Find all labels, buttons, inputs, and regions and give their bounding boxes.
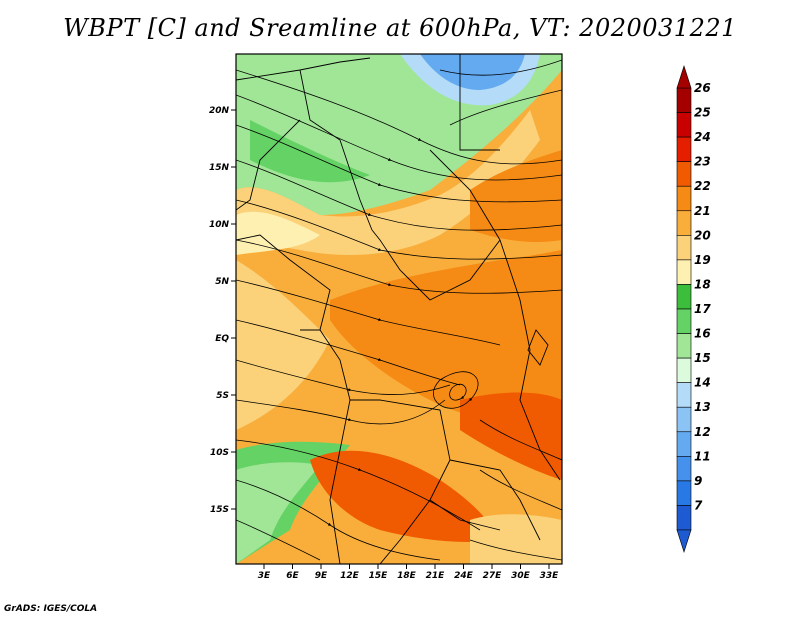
- lon-tick-label: 12E: [340, 571, 360, 581]
- colorbar-label: 23: [694, 155, 711, 169]
- lon-tick-label: 33E: [540, 571, 560, 581]
- colorbar-segment: [676, 210, 692, 236]
- lon-tick-label: 9E: [315, 571, 328, 581]
- colorbar-label: 24: [694, 130, 711, 144]
- lon-tick-label: 24E: [454, 571, 474, 581]
- lat-tick-label: 20N: [209, 106, 230, 116]
- colorbar: 26 25 24 23 22 21 20 19 18 17 16 15 14 13 12 11 9 7: [676, 65, 711, 553]
- colorbar-label: 19: [694, 253, 711, 267]
- longitude-axis: 3E 6E 9E 12E 15E 18E 21E 24E 27E 30E 33E: [258, 564, 559, 581]
- lat-tick-label: 10N: [209, 220, 230, 230]
- lon-tick-label: 15E: [369, 571, 389, 581]
- lat-tick-label: 15S: [210, 505, 229, 515]
- colorbar-segment: [676, 112, 692, 138]
- colorbar-segment: [676, 357, 692, 383]
- lat-tick-label: 5S: [216, 391, 229, 401]
- colorbar-segment: [676, 431, 692, 457]
- colorbar-max-arrow: [676, 65, 692, 89]
- lon-tick-label: 21E: [426, 571, 446, 581]
- colorbar-segment: [676, 284, 692, 310]
- lat-tick-label: 15N: [209, 163, 230, 173]
- wbpt-field: [236, 54, 562, 564]
- colorbar-label: 11: [694, 449, 711, 463]
- chart-title: WBPT [C] and Sreamline at 600hPa, VT: 20…: [63, 14, 737, 42]
- colorbar-segment: [676, 308, 692, 334]
- lat-tick-label: 10S: [210, 448, 229, 458]
- colorbar-label: 14: [694, 376, 711, 390]
- lon-tick-label: 6E: [286, 571, 299, 581]
- colorbar-segment: [676, 185, 692, 212]
- colorbar-min-arrow: [676, 529, 692, 553]
- colorbar-label: 9: [694, 474, 702, 488]
- colorbar-segment: [676, 136, 692, 162]
- colorbar-label: 26: [694, 81, 711, 95]
- lon-tick-label: 3E: [258, 571, 271, 581]
- footer-credit: GrADS: IGES/COLA: [4, 604, 98, 614]
- lat-tick-label: 5N: [215, 277, 229, 287]
- lon-tick-label: 27E: [483, 571, 503, 581]
- colorbar-segment: [676, 161, 692, 187]
- colorbar-segment: [676, 235, 692, 261]
- colorbar-segment: [676, 456, 692, 482]
- colorbar-label: 25: [694, 106, 711, 120]
- colorbar-segment: [676, 259, 692, 285]
- colorbar-segment: [676, 87, 692, 113]
- colorbar-label: 21: [694, 204, 711, 218]
- colorbar-segment: [676, 333, 692, 359]
- colorbar-label: 13: [694, 400, 711, 414]
- lon-tick-label: 30E: [511, 571, 531, 581]
- colorbar-segment: [676, 505, 692, 531]
- map-frame: [235, 53, 563, 565]
- colorbar-label: 12: [694, 425, 711, 439]
- colorbar-label: 15: [694, 351, 711, 365]
- colorbar-label: 22: [694, 179, 711, 193]
- latitude-axis: 20N 15N 10N 5N EQ 5S 10S 15S: [209, 106, 236, 515]
- colorbar-segment: [676, 382, 692, 408]
- colorbar-label: 20: [694, 228, 711, 242]
- colorbar-label: 7: [694, 498, 703, 512]
- colorbar-segment: [676, 406, 692, 433]
- colorbar-label: 17: [694, 302, 711, 316]
- lon-tick-label: 18E: [397, 571, 417, 581]
- colorbar-label: 16: [694, 327, 711, 341]
- colorbar-label: 18: [694, 277, 711, 291]
- lat-tick-label: EQ: [215, 334, 229, 344]
- colorbar-segment: [676, 480, 692, 506]
